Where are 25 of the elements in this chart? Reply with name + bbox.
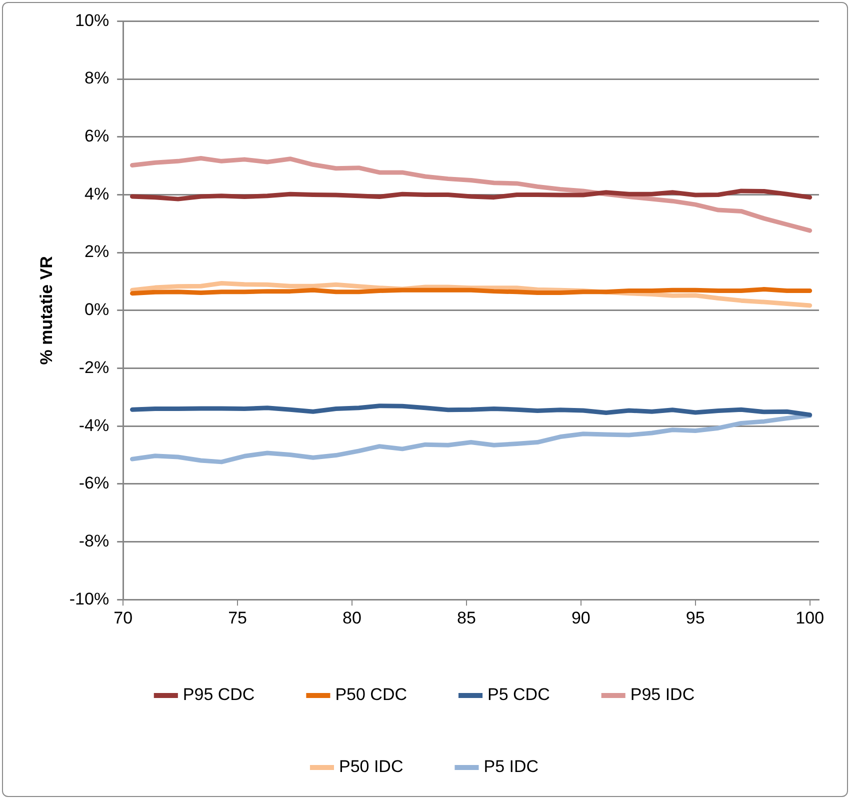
x-tick-label: 85: [457, 608, 476, 628]
legend-label: P5 CDC: [488, 685, 550, 704]
y-axis-title: % mutatie VR: [36, 256, 56, 365]
y-tick-label: 2%: [84, 242, 110, 262]
legend-label: P95 IDC: [630, 685, 695, 704]
y-tick-label: 10%: [75, 10, 110, 30]
y-tick-label: 8%: [84, 68, 110, 88]
y-tick-label: 6%: [84, 126, 110, 146]
legend-label: P50 CDC: [335, 685, 408, 704]
x-tick-label: 90: [571, 608, 590, 628]
y-tick-label: 0%: [84, 300, 110, 320]
x-tick-label: 100: [796, 608, 824, 628]
x-tick-label: 95: [686, 608, 705, 628]
y-tick-label: -8%: [78, 531, 110, 550]
y-tick-label: -10%: [69, 589, 110, 608]
y-tick-label: -2%: [78, 358, 110, 377]
x-tick-label: 80: [342, 608, 362, 628]
legend-label: P50 IDC: [338, 757, 404, 776]
y-tick-label: -6%: [78, 474, 110, 493]
legend-label: P95 CDC: [182, 685, 255, 704]
x-tick-label: 75: [228, 608, 248, 628]
x-tick-label: 70: [114, 608, 133, 628]
y-tick-label: 4%: [84, 184, 110, 204]
y-tick-label: -4%: [78, 416, 110, 435]
legend-label: P5 IDC: [484, 757, 539, 776]
